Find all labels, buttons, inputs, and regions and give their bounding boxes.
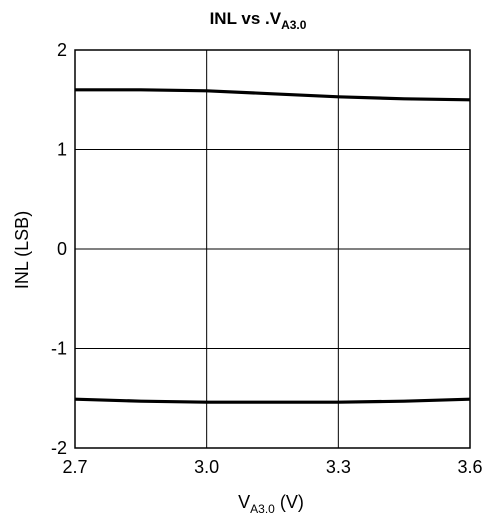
series-line-2 [74,397,471,404]
y-tick-label: 2 [57,40,67,60]
y-tick-label: 0 [57,239,67,259]
series-line-1 [75,88,471,102]
y-tick-label: -1 [51,339,67,359]
x-axis-label: VA3.0 (V) [238,492,304,516]
chart-title: INL vs .VA3.0 [210,9,307,32]
y-tick-label: -2 [51,438,67,458]
x-tick-label: 2.7 [62,457,87,477]
x-tick-label: 3.6 [457,457,482,477]
y-tick-label: 1 [57,140,67,160]
series-group [74,88,471,404]
x-tick-label: 3.0 [194,457,219,477]
y-axis-label: INL (LSB) [12,211,32,289]
grid-lines [75,50,470,448]
tick-labels: 2 1 0 -1 -22.7 3.0 3.3 3.6 [51,40,483,477]
plot-frame [74,49,471,449]
x-tick-label: 3.3 [326,457,351,477]
